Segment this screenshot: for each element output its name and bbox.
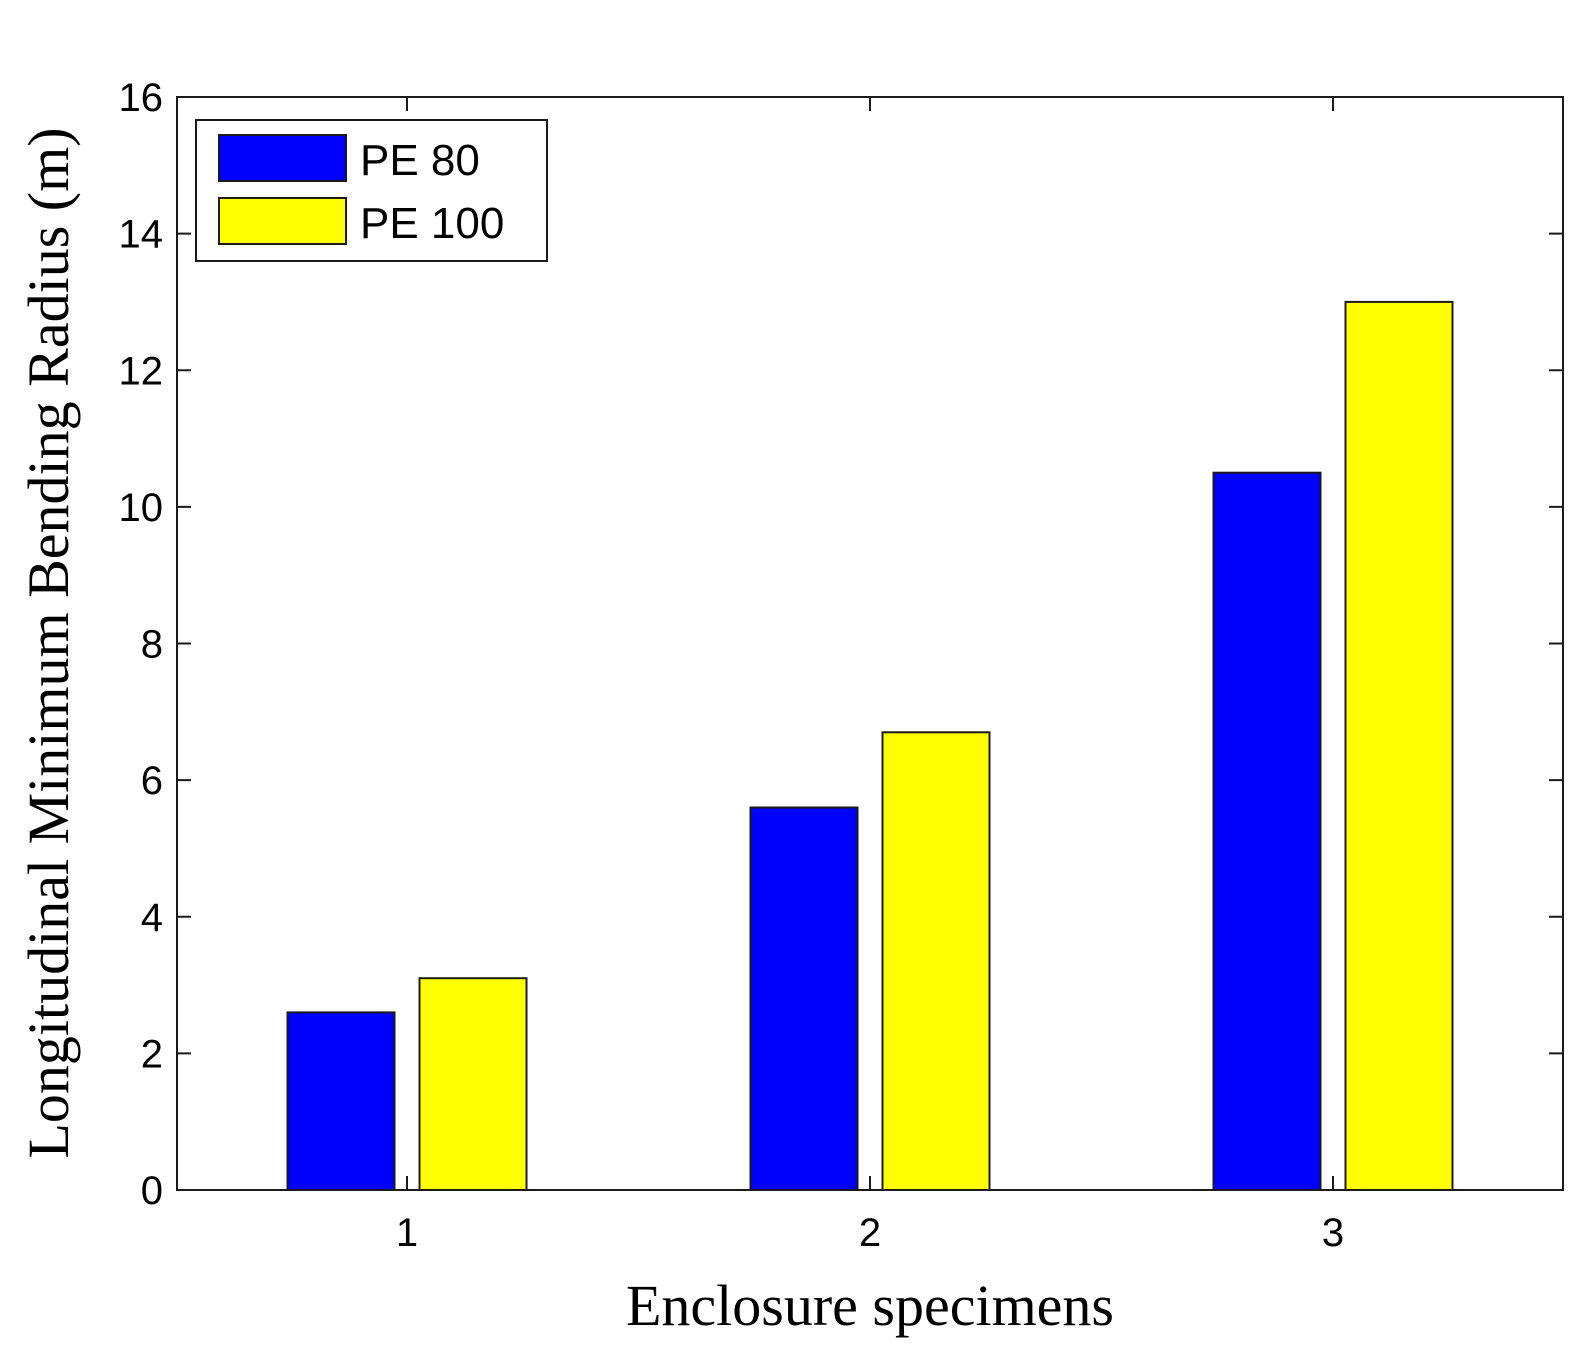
y-tick-label: 10 [119,486,164,530]
y-tick-label: 4 [141,896,163,940]
bar-pe80-specimen-1 [286,1011,396,1192]
x-tick-label: 1 [396,1211,418,1255]
bar-pe100-specimen-3 [1344,300,1454,1191]
x-tick-label: 3 [1322,1211,1344,1255]
bar-pe80-specimen-2 [749,806,859,1191]
y-axis-title: Longitudinal Minimum Bending Radius (m) [16,127,81,1158]
bar-pe100-specimen-1 [418,977,528,1192]
bar-pe100-specimen-2 [881,731,991,1191]
bar-pe80-specimen-3 [1212,471,1322,1191]
x-tick-label: 2 [859,1211,881,1255]
y-tick-label: 6 [141,759,163,803]
legend: PE 80 PE 100 [195,119,548,262]
x-axis-title: Enclosure specimens [626,1273,1114,1338]
legend-swatch-pe100 [218,197,347,245]
y-tick-label: 0 [141,1169,163,1213]
bars-layer [286,300,1454,1192]
y-tick-label: 2 [141,1032,163,1076]
legend-label-pe100: PE 100 [360,199,504,248]
y-tick-label: 12 [119,349,164,393]
plot-area-frame [176,96,1564,1191]
legend-label-pe80: PE 80 [360,136,480,185]
y-tick-label: 14 [119,213,164,257]
legend-swatch-pe80 [218,134,347,182]
y-tick-label: 16 [119,76,164,120]
y-tick-label: 8 [141,623,163,667]
